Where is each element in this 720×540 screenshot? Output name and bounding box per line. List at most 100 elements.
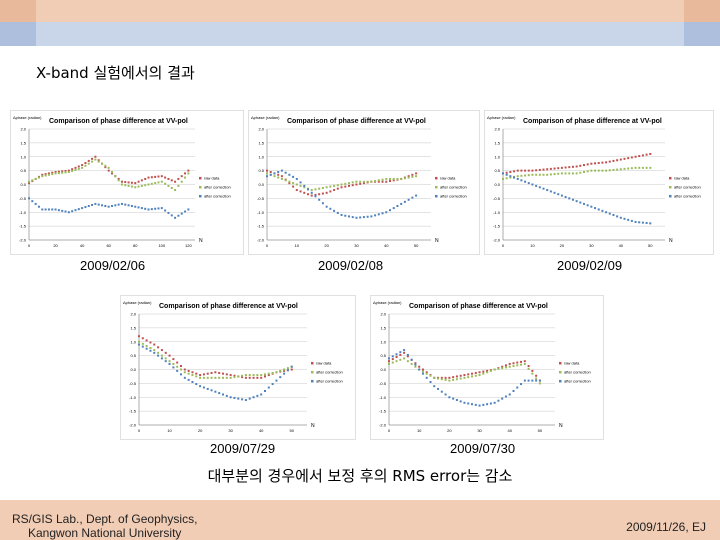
data-point [321, 192, 324, 195]
data-point [140, 207, 143, 210]
summary-text: 대부분의 경우에서 보정 후의 RMS error는 감소 [207, 467, 513, 485]
data-point [437, 387, 440, 390]
data-point [399, 351, 402, 354]
x-tick-label: 30 [477, 428, 482, 433]
data-point [264, 373, 266, 376]
data-point [502, 177, 504, 180]
y-tick-label: 1.5 [380, 325, 386, 330]
data-point [336, 184, 339, 187]
data-point [601, 161, 604, 164]
data-point [61, 209, 64, 212]
x-tick-label: 10 [295, 243, 300, 248]
legend-marker [311, 361, 314, 365]
data-point [199, 385, 202, 388]
data-point [87, 159, 90, 162]
data-point [44, 173, 47, 176]
data-point [248, 374, 251, 377]
data-point [638, 166, 641, 169]
data-point [28, 180, 30, 183]
data-point [586, 163, 589, 166]
chart-svg-1: Comparison of phase difference at VV-pol… [13, 115, 231, 248]
legend-marker [199, 176, 202, 180]
data-point [229, 396, 232, 399]
data-point [586, 204, 589, 207]
data-point [489, 369, 492, 372]
data-point [425, 376, 428, 379]
data-point [396, 177, 399, 180]
data-point [147, 176, 150, 179]
y-tick-label: 0.0 [20, 182, 26, 187]
data-point [523, 360, 526, 363]
data-point [531, 379, 534, 382]
data-point [467, 373, 470, 376]
data-point [601, 209, 604, 212]
data-point [501, 397, 504, 400]
data-point [385, 180, 388, 183]
y-tick-label: 1.5 [130, 325, 136, 330]
x-tick-label: 0 [138, 428, 141, 433]
y-tick-label: 0.5 [258, 168, 264, 173]
data-point [502, 172, 504, 175]
data-point [299, 190, 302, 193]
data-point [187, 208, 190, 211]
data-point [571, 172, 574, 175]
data-point [359, 180, 362, 183]
data-point [381, 180, 384, 183]
data-point [524, 174, 527, 177]
data-point [601, 169, 604, 172]
data-point [560, 172, 563, 175]
footer-affiliation: RS/GIS Lab., Dept. of Geophysics, Kangwo… [12, 512, 197, 540]
y-axis-label: Δphase (radian) [251, 115, 280, 120]
chart-caption-3: 2009/02/09 [557, 258, 623, 273]
y-tick-label: -1.0 [493, 210, 501, 215]
data-point [520, 179, 523, 182]
data-point [504, 366, 507, 369]
legend-marker [559, 370, 562, 374]
data-point [410, 362, 413, 365]
data-point [425, 372, 428, 375]
data-point [214, 371, 217, 374]
data-point [307, 188, 309, 191]
legend-marker [559, 379, 562, 383]
data-point [388, 357, 390, 360]
data-point [362, 182, 365, 185]
y-tick-label: -1.5 [129, 409, 137, 414]
data-point [583, 202, 585, 205]
y-tick-label: -1.0 [19, 210, 27, 215]
data-point [619, 168, 622, 171]
data-point [180, 180, 183, 183]
y-tick-label: 1.5 [20, 140, 26, 145]
data-point [568, 197, 571, 200]
data-point [149, 341, 152, 344]
data-point [184, 172, 187, 175]
data-point [437, 377, 440, 380]
data-point [117, 177, 120, 180]
data-point [400, 202, 403, 205]
data-point [568, 166, 571, 169]
data-point [252, 376, 255, 379]
data-point [321, 186, 324, 189]
data-point [336, 211, 339, 214]
data-point [366, 180, 369, 183]
data-point [191, 371, 194, 374]
data-point [497, 367, 500, 370]
data-point [140, 179, 143, 182]
data-point [575, 165, 578, 168]
data-point [180, 368, 182, 371]
chart-panel-3: Comparison of phase difference at VV-pol… [484, 110, 714, 255]
data-point [218, 376, 221, 379]
data-point [256, 394, 259, 397]
data-point [248, 376, 251, 379]
data-point [64, 210, 67, 213]
chart-caption-5: 2009/07/30 [450, 441, 516, 456]
data-point [597, 208, 600, 211]
data-point [452, 376, 455, 379]
data-point [590, 205, 593, 208]
data-point [172, 358, 175, 361]
data-point [77, 208, 80, 211]
data-point [154, 207, 157, 210]
data-point [583, 164, 585, 167]
data-point [388, 360, 390, 363]
data-point [244, 374, 247, 377]
data-point [520, 360, 523, 363]
